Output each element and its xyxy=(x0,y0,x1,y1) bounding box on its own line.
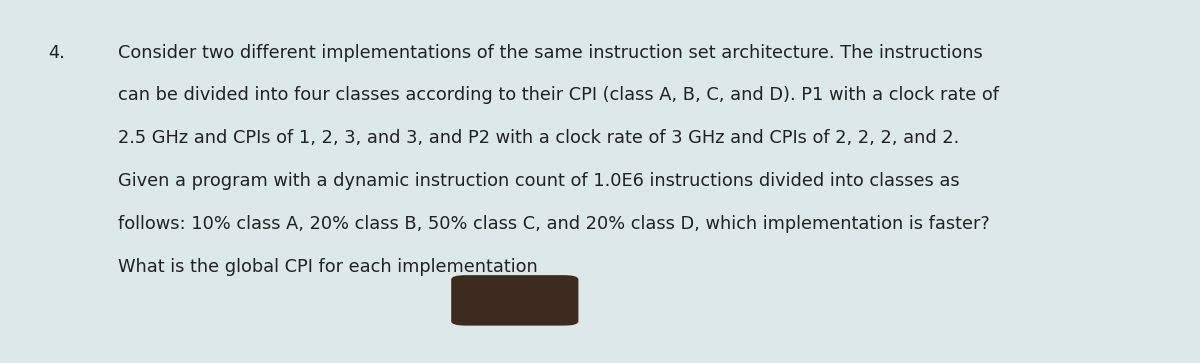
Text: 2.5 GHz and CPIs of 1, 2, 3, and 3, and P2 with a clock rate of 3 GHz and CPIs o: 2.5 GHz and CPIs of 1, 2, 3, and 3, and … xyxy=(118,129,959,147)
Text: 4.: 4. xyxy=(48,44,65,62)
Text: Given a program with a dynamic instruction count of 1.0E6 instructions divided i: Given a program with a dynamic instructi… xyxy=(118,172,959,190)
Text: follows: 10% class A, 20% class B, 50% class C, and 20% class D, which implement: follows: 10% class A, 20% class B, 50% c… xyxy=(118,215,989,233)
Text: What is the global CPI for each implementation: What is the global CPI for each implemen… xyxy=(118,258,538,276)
Text: Consider two different implementations of the same instruction set architecture.: Consider two different implementations o… xyxy=(118,44,983,62)
FancyBboxPatch shape xyxy=(451,275,578,326)
Text: can be divided into four classes according to their CPI (class A, B, C, and D). : can be divided into four classes accordi… xyxy=(118,86,998,105)
